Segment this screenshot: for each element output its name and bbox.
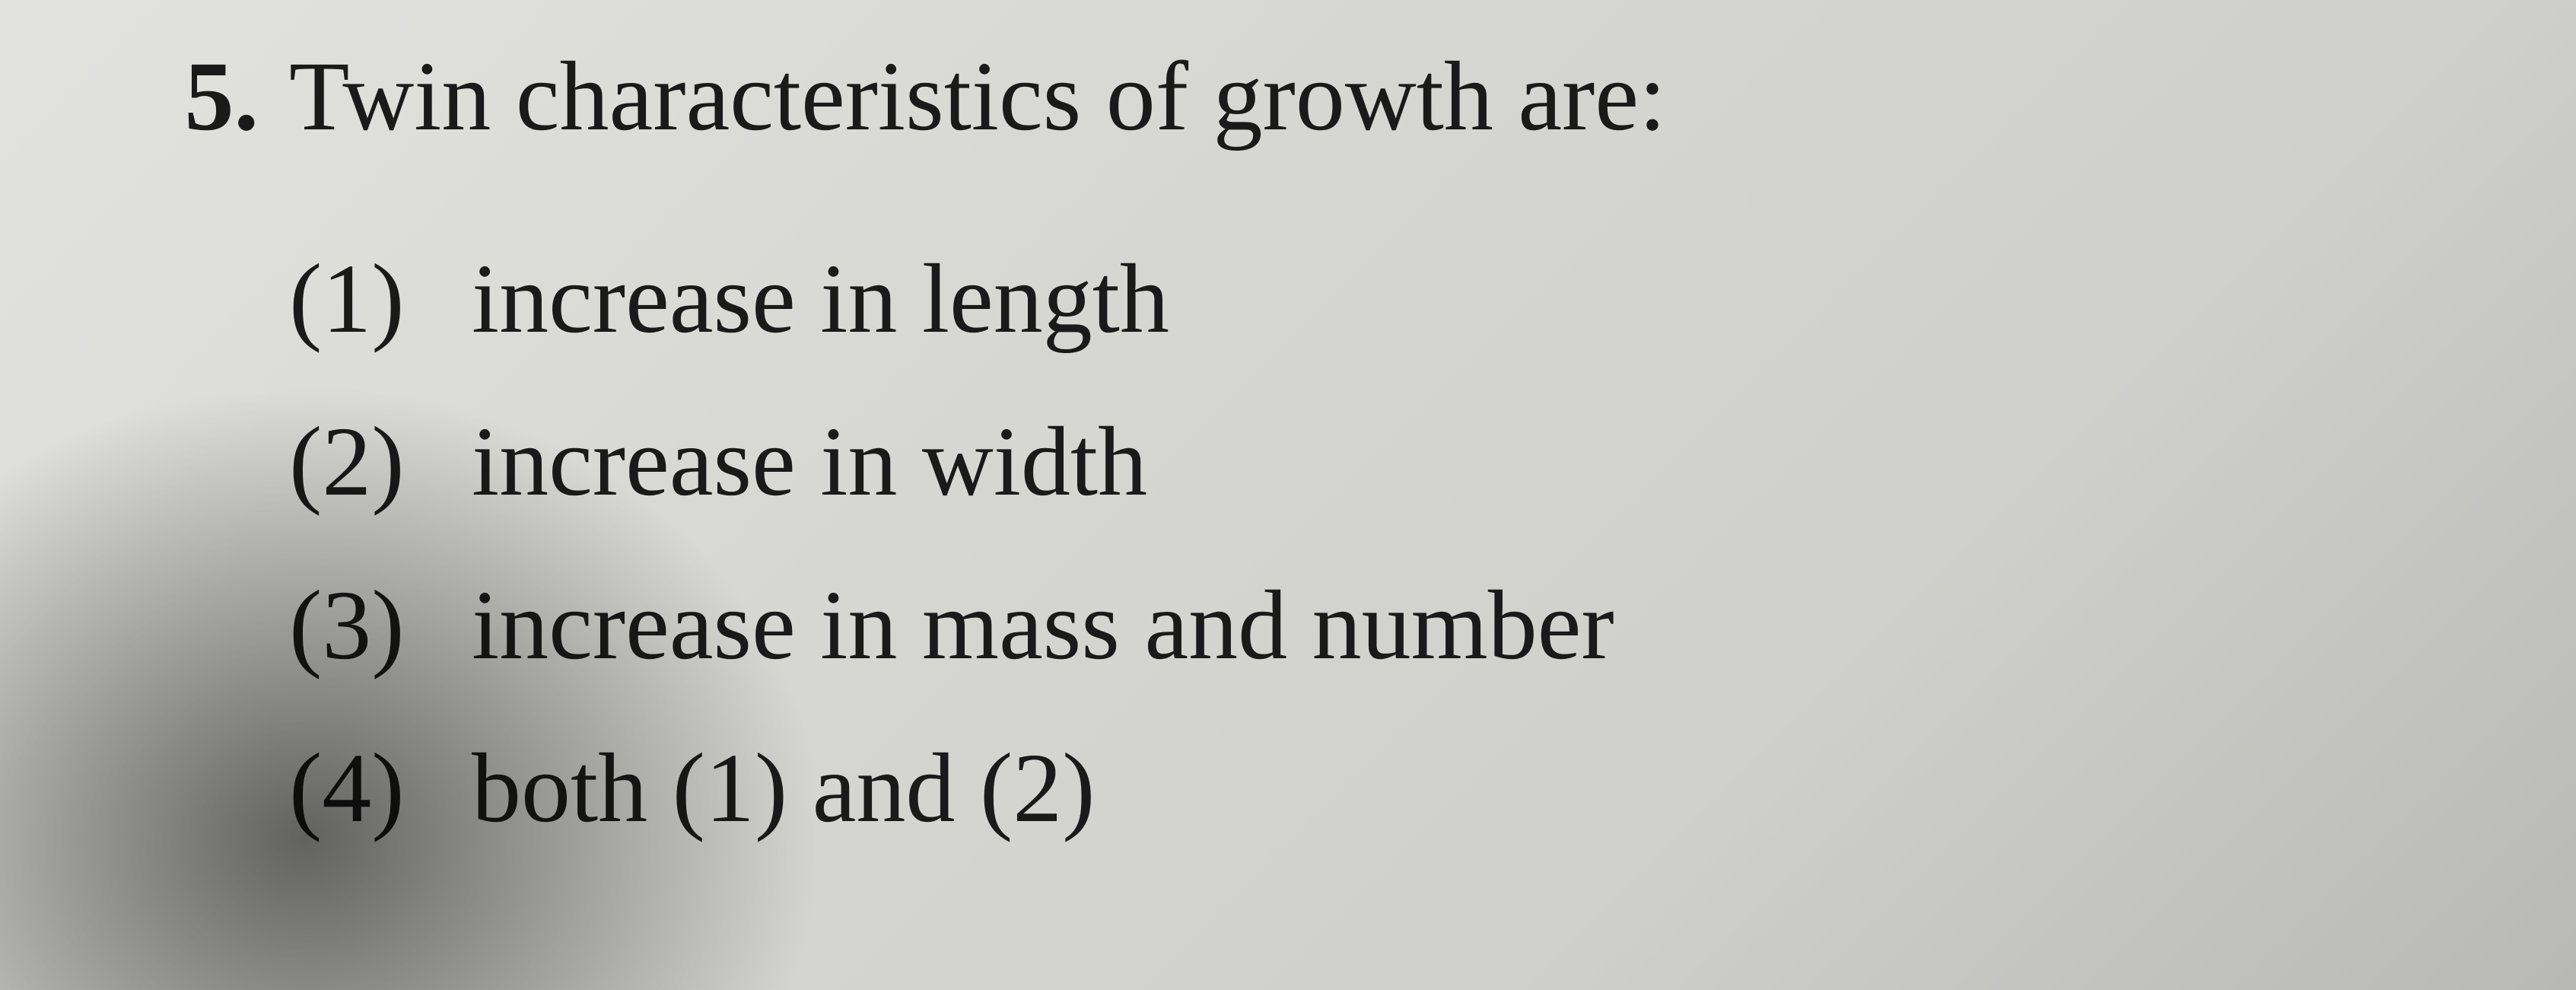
question-row: 5. Twin characteristics of growth are:: [107, 30, 2530, 164]
question-block: 5. Twin characteristics of growth are: (…: [107, 30, 2530, 871]
option-row: (1) increase in length: [289, 218, 2530, 381]
option-marker: (2): [289, 380, 472, 544]
option-marker: (1): [289, 218, 472, 381]
option-marker: (3): [289, 544, 472, 708]
option-row: (3) increase in mass and number: [289, 544, 2530, 708]
question-number: 5.: [107, 30, 289, 164]
question-text: Twin characteristics of growth are:: [289, 30, 2530, 164]
option-text: increase in length: [472, 218, 2530, 381]
option-row: (2) increase in width: [289, 380, 2530, 544]
option-text: both (1) and (2): [472, 707, 2530, 871]
option-marker: (4): [289, 707, 472, 871]
option-row: (4) both (1) and (2): [289, 707, 2530, 871]
option-text: increase in mass and number: [472, 544, 2530, 708]
options-list: (1) increase in length (2) increase in w…: [289, 218, 2530, 871]
page: 5. Twin characteristics of growth are: (…: [0, 0, 2576, 990]
option-text: increase in width: [472, 380, 2530, 544]
